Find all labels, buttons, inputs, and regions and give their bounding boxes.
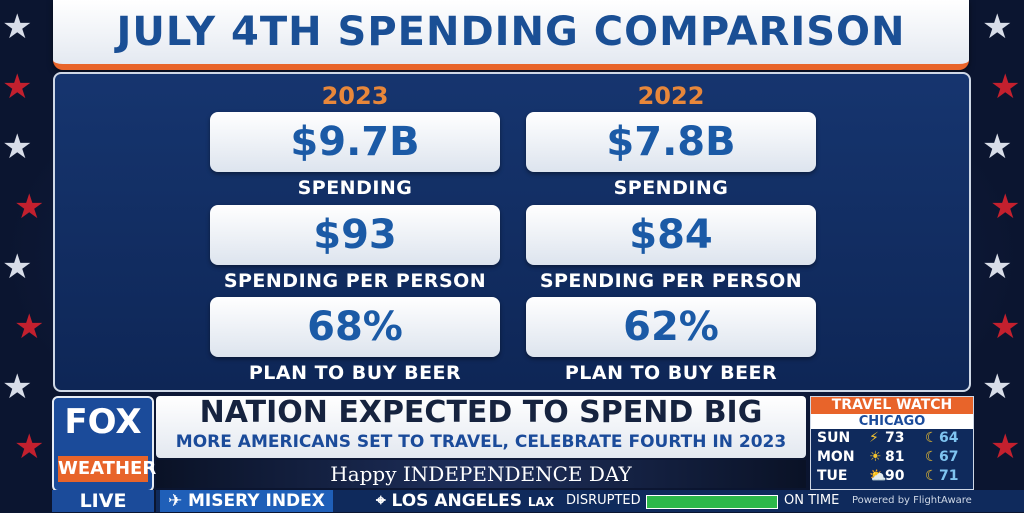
stat-box-spending-2022: $7.8B [526,112,816,172]
misery-index-label: ✈ MISERY INDEX [160,490,333,512]
forecast-high: 73 [885,430,905,446]
fox-weather-logo: FOX WEATHER [52,396,156,492]
star-icon: ★ [14,427,45,467]
logo-weather-text: WEATHER [58,456,156,482]
stat-label: SPENDING PER PERSON [539,270,803,292]
airplane-icon: ✈ [168,491,183,511]
forecast-low: 67 [939,449,959,465]
column-year-2022: 2022 [637,82,705,110]
moon-icon: ☾ [925,430,938,446]
stat-label: SPENDING [297,177,413,199]
stat-label: PLAN TO BUY BEER [564,362,778,384]
disrupted-label: DISRUPTED [566,493,641,508]
ticker-bar: ✈ MISERY INDEX ⌖ LOS ANGELES LAX DISRUPT… [156,490,1024,512]
star-icon: ★ [990,67,1021,107]
stat-value: 68% [307,304,403,350]
star-icon: ★ [2,7,33,47]
comparison-panel: 2023 $9.7B SPENDING $93 SPENDING PER PER… [53,72,971,392]
star-icon: ★ [990,427,1021,467]
star-icon: ★ [2,247,33,287]
moon-icon: ☾ [925,449,938,465]
lightning-icon: ⚡ [869,430,879,446]
stat-box-spending-2023: $9.7B [210,112,500,172]
moon-icon: ☾ [925,468,938,484]
ticker-city: ⌖ LOS ANGELES LAX [376,490,554,513]
travel-watch-title: TRAVEL WATCH [811,397,973,414]
travel-watch-city: CHICAGO [811,414,973,429]
holiday-banner: Happy INDEPENDENCE DAY [156,460,806,488]
travel-watch-panel: TRAVEL WATCH CHICAGO SUN ⚡ 73 ☾ 64 MON ☀… [810,396,974,490]
stat-label: PLAN TO BUY BEER [248,362,462,384]
star-icon: ★ [2,67,33,107]
star-icon: ★ [2,367,33,407]
partly-cloudy-icon: ⛅ [869,468,887,484]
star-icon: ★ [14,307,45,347]
headline-box: NATION EXPECTED TO SPEND BIG MORE AMERIC… [156,396,806,458]
live-badge: LIVE [52,490,154,512]
star-icon: ★ [982,367,1013,407]
star-icon: ★ [14,187,45,227]
column-year-2023: 2023 [321,82,389,110]
stat-box-per-person-2022: $84 [526,205,816,265]
title-banner: JULY 4TH SPENDING COMPARISON [53,0,969,70]
stat-label: SPENDING PER PERSON [223,270,487,292]
stat-label: SPENDING [613,177,729,199]
misery-index-text: MISERY INDEX [188,491,325,511]
forecast-day: MON [817,449,855,465]
page-title: JULY 4TH SPENDING COMPARISON [116,9,906,55]
stat-value: $9.7B [290,119,420,165]
stat-value: $93 [313,212,397,258]
sun-icon: ☀ [869,449,882,465]
stat-box-per-person-2023: $93 [210,205,500,265]
forecast-high: 90 [885,468,905,484]
on-time-label: ON TIME [784,493,840,508]
headline-sub: MORE AMERICANS SET TO TRAVEL, CELEBRATE … [175,432,787,452]
headline-main: NATION EXPECTED TO SPEND BIG [199,395,763,430]
stat-value: 62% [623,304,719,350]
stat-box-beer-2023: 68% [210,297,500,357]
star-icon: ★ [990,187,1021,227]
forecast-high: 81 [885,449,905,465]
forecast-low: 64 [939,430,959,446]
star-icon: ★ [2,127,33,167]
powered-by-text: Powered by FlightAware [852,495,972,506]
forecast-low: 71 [939,468,959,484]
star-icon: ★ [982,127,1013,167]
location-pin-icon: ⌖ [376,491,386,511]
on-time-bar [646,495,778,509]
star-icon: ★ [982,7,1013,47]
star-icon: ★ [990,307,1021,347]
star-icon: ★ [982,247,1013,287]
stat-value: $7.8B [606,119,736,165]
logo-fox-text: FOX [64,402,142,442]
ticker-city-name: LOS ANGELES [391,491,522,511]
forecast-row: SUN ⚡ 73 ☾ 64 [811,429,973,448]
stat-value: $84 [629,212,713,258]
forecast-row: MON ☀ 81 ☾ 67 [811,448,973,467]
stat-box-beer-2022: 62% [526,297,816,357]
ticker-airport-code: LAX [527,495,555,509]
forecast-row: TUE ⛅ 90 ☾ 71 [811,467,973,486]
forecast-day: SUN [817,430,851,446]
forecast-day: TUE [817,468,848,484]
